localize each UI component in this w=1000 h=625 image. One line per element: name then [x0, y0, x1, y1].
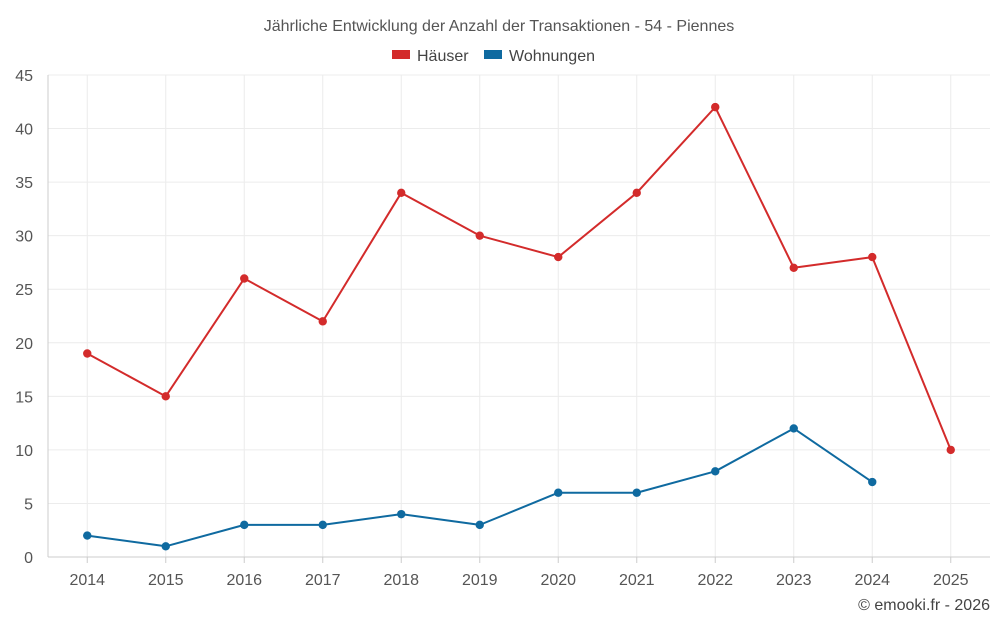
data-point-wohnungen-2024[interactable] [868, 477, 877, 487]
data-point-wohnungen-2018[interactable] [397, 509, 406, 519]
y-tick-label-25: 25 [15, 282, 33, 299]
y-tick-label-30: 30 [15, 229, 33, 246]
x-tick-label-2014: 2014 [69, 572, 105, 589]
y-tick-label-40: 40 [15, 122, 33, 139]
x-tick-label-2025: 2025 [933, 572, 969, 589]
x-tick-label-2021: 2021 [619, 572, 655, 589]
data-point-haeuser-2022[interactable] [711, 102, 720, 112]
data-point-haeuser-2016[interactable] [240, 274, 249, 283]
data-point-haeuser-2021[interactable] [632, 188, 641, 198]
y-axis-ticks: 0 5 10 15 20 25 30 35 40 45 [15, 68, 33, 567]
data-point-haeuser-2024[interactable] [868, 252, 877, 262]
y-tick-label-15: 15 [15, 389, 33, 406]
data-point-haeuser-2019[interactable] [475, 231, 484, 240]
data-point-haeuser-2020[interactable] [554, 252, 563, 262]
series-line-haeuser[interactable] [86, 106, 952, 451]
data-point-haeuser-2015[interactable] [161, 392, 170, 401]
gridlines [48, 74, 990, 557]
y-tick-label-10: 10 [15, 443, 33, 460]
x-tick-label-2024: 2024 [854, 572, 890, 589]
x-tick-label-2016: 2016 [226, 572, 262, 589]
x-tick-label-2022: 2022 [697, 572, 733, 589]
y-tick-label-45: 45 [15, 68, 33, 85]
x-tick-label-2015: 2015 [148, 572, 184, 589]
axes [47, 75, 990, 563]
x-tick-label-2019: 2019 [462, 572, 498, 589]
legend-label-haeuser[interactable]: Häuser [417, 48, 469, 65]
data-point-wohnungen-2020[interactable] [554, 488, 563, 497]
data-point-haeuser-2023[interactable] [789, 263, 798, 272]
series-layer [83, 102, 955, 551]
legend-label-wohnungen[interactable]: Wohnungen [509, 48, 595, 65]
copyright-credit: © emooki.fr - 2026 [858, 597, 990, 614]
data-point-wohnungen-2017[interactable] [318, 520, 327, 530]
data-point-wohnungen-2021[interactable] [632, 488, 641, 497]
data-point-wohnungen-2019[interactable] [475, 520, 484, 530]
data-point-wohnungen-2015[interactable] [161, 542, 170, 551]
data-point-haeuser-2025[interactable] [946, 445, 955, 455]
data-point-haeuser-2014[interactable] [83, 349, 92, 358]
x-tick-label-2023: 2023 [776, 572, 812, 589]
x-tick-label-2018: 2018 [383, 572, 419, 589]
legend-swatch-wohnungen [484, 50, 502, 59]
data-point-wohnungen-2014[interactable] [83, 531, 92, 540]
data-point-wohnungen-2022[interactable] [711, 467, 720, 476]
chart-title: Jährliche Entwicklung der Anzahl der Tra… [264, 18, 734, 35]
x-tick-label-2017: 2017 [305, 572, 341, 589]
x-tick-label-2020: 2020 [540, 572, 576, 589]
x-axis-ticks: 2014 2015 2016 2017 2018 2019 2020 2021 2022 2023… [69, 572, 968, 589]
y-tick-label-35: 35 [15, 175, 33, 192]
legend-swatch-haeuser [392, 50, 410, 59]
y-tick-label-5: 5 [24, 496, 33, 513]
data-point-haeuser-2018[interactable] [397, 188, 406, 198]
data-point-haeuser-2017[interactable] [318, 317, 327, 326]
y-tick-label-0: 0 [24, 550, 33, 567]
data-point-wohnungen-2023[interactable] [789, 424, 798, 433]
data-point-wohnungen-2016[interactable] [240, 520, 249, 530]
y-tick-label-20: 20 [15, 336, 33, 353]
legend: Häuser Wohnungen [392, 48, 595, 65]
